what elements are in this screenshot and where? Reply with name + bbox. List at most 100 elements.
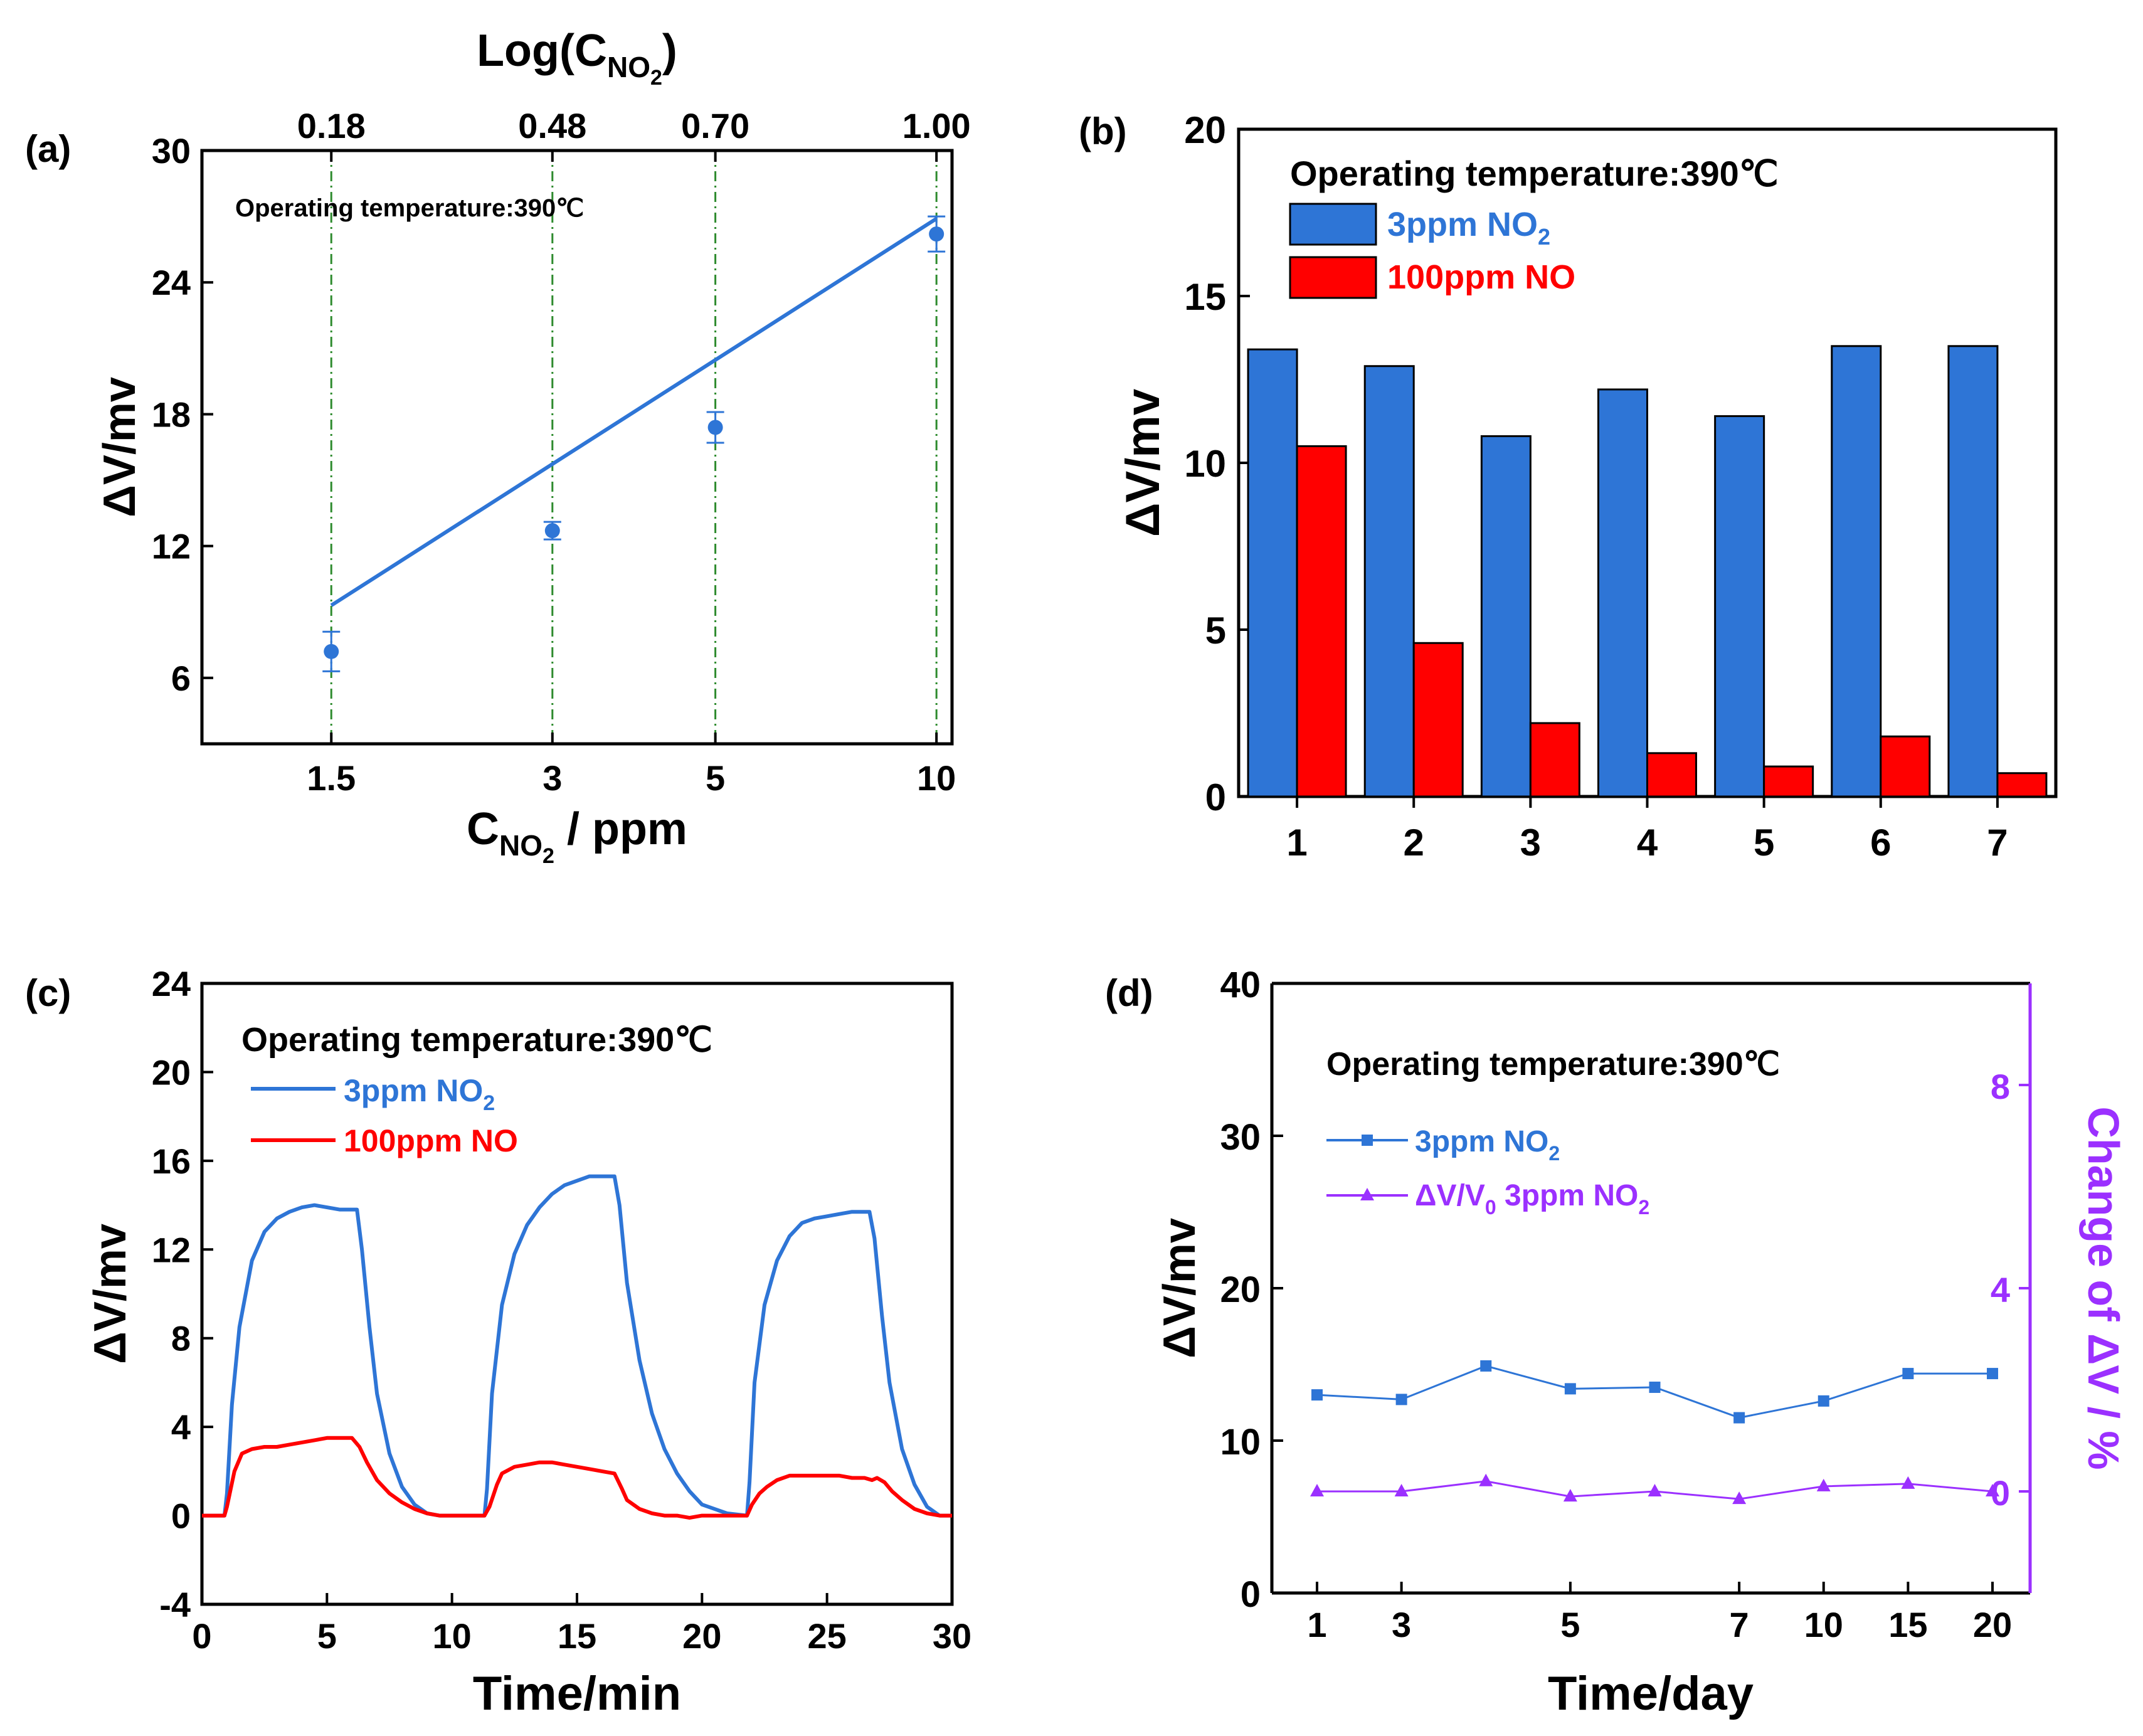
data-point: [544, 523, 560, 539]
data-point-square: [1649, 1381, 1661, 1393]
top-axis-label: Log(CNO2): [477, 26, 677, 90]
annotation: Operating temperature:390℃: [241, 1021, 712, 1059]
annotation: Operating temperature:390℃: [1290, 154, 1779, 193]
data-point-square: [1818, 1395, 1829, 1407]
bar: [1831, 345, 1882, 798]
bar: [1714, 415, 1765, 798]
x-tick-label: 6: [1870, 822, 1891, 864]
data-point-triangle: [1816, 1478, 1831, 1491]
x-tick-label: 20: [1973, 1605, 2012, 1644]
data-point-triangle: [1648, 1484, 1662, 1496]
x-axis-label: CNO2 / ppm: [467, 804, 687, 868]
annotation: Operating temperature:390℃: [235, 194, 584, 222]
x-tick-label: 15: [558, 1616, 596, 1656]
data-point-square: [1395, 1394, 1407, 1405]
top-label-subsub: 2: [650, 66, 662, 90]
y-tick-label: 8: [171, 1319, 191, 1358]
y-right-tick-label: 4: [1991, 1270, 2010, 1310]
x-tick-label: 25: [808, 1616, 847, 1656]
panel-label: (b): [1079, 110, 1127, 152]
x-tick-label: 30: [933, 1616, 971, 1656]
legend-sub: 2: [1538, 224, 1550, 250]
legend-sub: 2: [483, 1091, 495, 1115]
y-tick-label: 18: [152, 394, 191, 434]
legend-text: 3ppm NO: [1415, 1125, 1548, 1158]
bar: [1529, 722, 1580, 798]
x-tick-label: 10: [1804, 1605, 1843, 1644]
x-tick-label: 1: [1307, 1605, 1326, 1644]
legend-label: 3ppm NO2: [344, 1073, 495, 1115]
annotation: Operating temperature:390℃: [1326, 1046, 1780, 1082]
y-tick-label: 5: [1205, 610, 1226, 652]
y-tick-label: 30: [1220, 1117, 1261, 1158]
x-tick-label: 10: [433, 1616, 472, 1656]
y-tick-label: 4: [171, 1407, 191, 1447]
bar: [1947, 345, 1999, 798]
legend-marker: [1360, 1188, 1374, 1200]
data-point-triangle: [1310, 1484, 1324, 1496]
top-tick-label: 1.00: [902, 106, 971, 146]
y-tick-label: 15: [1184, 276, 1226, 318]
y-tick-label: -4: [159, 1585, 191, 1624]
data-point: [707, 420, 723, 435]
x-tick-label: 2: [1404, 822, 1424, 864]
x-axis-label: Time/day: [1548, 1667, 1754, 1720]
data-point-square: [1902, 1368, 1914, 1380]
series-line: [202, 1436, 952, 1520]
data-point-triangle: [1563, 1489, 1577, 1502]
bar: [1412, 642, 1464, 798]
plot-frame-c: [200, 982, 954, 1606]
top-tick-label: 0.48: [518, 106, 586, 146]
panel-label: (c): [25, 972, 71, 1014]
x-tick-label: 10: [917, 758, 956, 798]
x-tick-label: 5: [317, 1616, 337, 1656]
x-tick-label: 15: [1888, 1605, 1927, 1644]
top-label-main: Log(C: [477, 26, 607, 76]
data-point: [324, 643, 339, 659]
bar: [1763, 765, 1814, 798]
y-tick-label: 30: [152, 131, 191, 171]
panel-label: (a): [25, 128, 71, 170]
legend-label: 100ppm NO: [1387, 258, 1575, 296]
data-point: [929, 226, 945, 242]
panel-b: 0 5 10 15 20 1 2 3 4 5 6 7 Operating temperature:390…: [1079, 109, 2058, 864]
legend-label: ΔV/V0 3ppm NO2: [1415, 1179, 1649, 1219]
y-tick-label: 6: [171, 659, 191, 698]
legend-swatch: [1289, 203, 1377, 246]
x-tick-label: 4: [1637, 822, 1658, 864]
y-tick-label: 10: [1184, 443, 1226, 485]
y-tick-label: 0: [1241, 1574, 1261, 1615]
legend-label: 3ppm NO2: [1387, 206, 1550, 250]
x-tick-label: 3: [1392, 1605, 1411, 1644]
y-axis-label: ΔV/mv: [1116, 389, 1170, 537]
y-right-axis-label: Change of ΔV / %: [2079, 1106, 2128, 1469]
y-tick-label: 20: [152, 1052, 191, 1092]
legend-text: 3ppm NO: [344, 1073, 483, 1108]
panel-label: (d): [1105, 972, 1153, 1014]
legend-label: 3ppm NO2: [1415, 1125, 1560, 1165]
legend-sub: 2: [1548, 1142, 1560, 1165]
bar: [1247, 348, 1298, 798]
x-axis-label: Time/min: [473, 1667, 681, 1720]
y-tick-label: 20: [1184, 109, 1226, 151]
x-tick-label: 5: [1560, 1605, 1580, 1644]
x-tick-label: 3: [1520, 822, 1541, 864]
x-label-subsub: 2: [542, 844, 554, 868]
bar: [1996, 772, 2048, 798]
x-tick-label: 5: [1754, 822, 1774, 864]
y-tick-label: 0: [171, 1496, 191, 1536]
x-label-tail: / ppm: [554, 804, 687, 854]
x-tick-label: 5: [706, 758, 725, 798]
bar: [1880, 735, 1931, 798]
legend-swatch: [1289, 256, 1377, 299]
x-tick-label: 7: [1987, 822, 2008, 864]
bar: [1363, 365, 1415, 798]
legend-label: 100ppm NO: [344, 1123, 518, 1158]
y-tick-label: 40: [1220, 965, 1261, 1005]
data-point-triangle: [1732, 1491, 1747, 1505]
data-point-square: [1733, 1412, 1745, 1424]
y-tick-label: 12: [152, 527, 191, 566]
top-label-sub: NO: [607, 51, 650, 83]
y-tick-label: 0: [1205, 776, 1226, 818]
